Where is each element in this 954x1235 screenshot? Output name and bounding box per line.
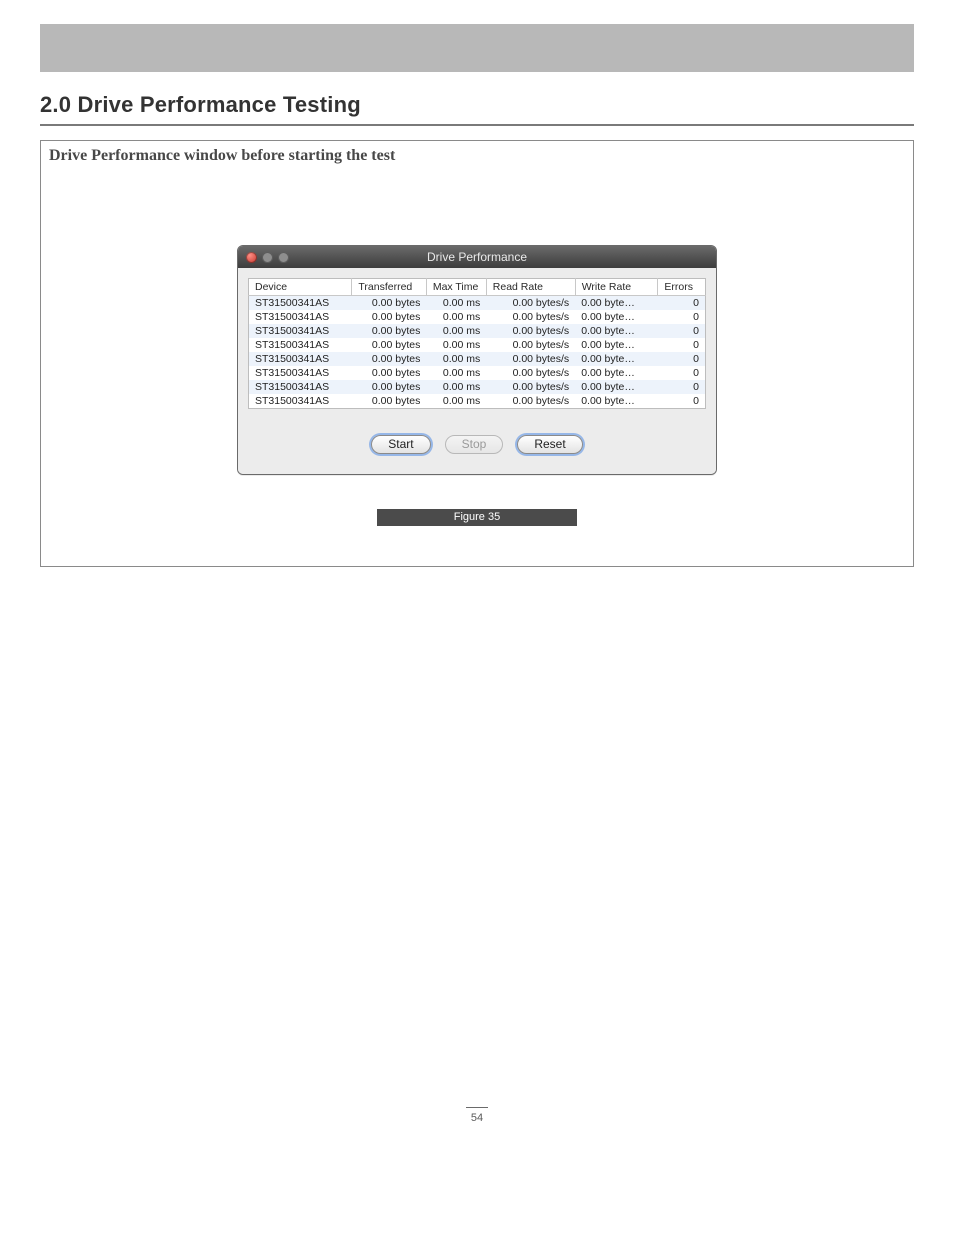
table-cell: 0.00 bytes/s [486,380,575,394]
table-cell: 0.00 bytes/s [486,352,575,366]
figure-caption: Figure 35 [377,509,577,526]
table-row[interactable]: ST31500341AS0.00 bytes0.00 ms0.00 bytes/… [249,324,706,338]
table-cell: 0.00 ms [426,380,486,394]
stop-button: Stop [445,435,504,454]
section-title: 2.0 Drive Performance Testing [40,92,914,118]
table-cell: 0.00 byte… [575,352,658,366]
table-cell: 0.00 ms [426,352,486,366]
table-cell: 0.00 bytes [352,338,426,352]
table-row[interactable]: ST31500341AS0.00 bytes0.00 ms0.00 bytes/… [249,366,706,380]
col-write-rate[interactable]: Write Rate [575,279,658,296]
table-cell: 0.00 bytes [352,380,426,394]
table-row[interactable]: ST31500341AS0.00 bytes0.00 ms0.00 bytes/… [249,380,706,394]
table-cell: ST31500341AS [249,352,352,366]
table-cell: 0.00 bytes/s [486,310,575,324]
table-cell: 0.00 byte… [575,338,658,352]
table-cell: 0 [658,310,706,324]
col-max-time[interactable]: Max Time [426,279,486,296]
table-cell: 0.00 ms [426,394,486,409]
table-cell: 0 [658,296,706,311]
table-cell: 0.00 bytes/s [486,324,575,338]
col-errors[interactable]: Errors [658,279,706,296]
table-cell: 0.00 ms [426,338,486,352]
reset-button[interactable]: Reset [517,435,582,454]
table-cell: 0.00 ms [426,324,486,338]
table-cell: 0 [658,380,706,394]
figure-container: Drive Performance window before starting… [40,140,914,567]
table-cell: 0.00 byte… [575,366,658,380]
table-cell: 0.00 bytes [352,324,426,338]
table-row[interactable]: ST31500341AS0.00 bytes0.00 ms0.00 bytes/… [249,310,706,324]
table-row[interactable]: ST31500341AS0.00 bytes0.00 ms0.00 bytes/… [249,394,706,409]
window-titlebar[interactable]: Drive Performance [238,246,716,268]
drive-performance-window: Drive Performance Device Transferred Ma [237,245,717,475]
table-cell: ST31500341AS [249,338,352,352]
table-cell: ST31500341AS [249,366,352,380]
table-cell: 0.00 bytes/s [486,366,575,380]
table-cell: 0 [658,324,706,338]
table-cell: 0 [658,394,706,409]
table-cell: 0.00 ms [426,296,486,311]
close-icon[interactable] [246,252,257,263]
start-button[interactable]: Start [371,435,430,454]
page-footer: 54 [40,1107,914,1124]
zoom-icon[interactable] [278,252,289,263]
table-header-row: Device Transferred Max Time Read Rate Wr… [249,279,706,296]
table-cell: 0.00 byte… [575,380,658,394]
col-read-rate[interactable]: Read Rate [486,279,575,296]
table-cell: 0.00 bytes [352,366,426,380]
table-row[interactable]: ST31500341AS0.00 bytes0.00 ms0.00 bytes/… [249,296,706,311]
table-cell: 0.00 bytes [352,296,426,311]
table-cell: 0.00 bytes/s [486,296,575,311]
table-cell: 0.00 byte… [575,324,658,338]
table-cell: 0.00 byte… [575,310,658,324]
table-cell: ST31500341AS [249,380,352,394]
table-cell: 0 [658,338,706,352]
table-cell: 0.00 ms [426,366,486,380]
header-band [40,24,914,72]
table-row[interactable]: ST31500341AS0.00 bytes0.00 ms0.00 bytes/… [249,352,706,366]
table-cell: 0.00 byte… [575,296,658,311]
table-cell: 0.00 bytes [352,352,426,366]
table-cell: 0.00 byte… [575,394,658,409]
table-row[interactable]: ST31500341AS0.00 bytes0.00 ms0.00 bytes/… [249,338,706,352]
table-cell: 0.00 bytes/s [486,394,575,409]
table-cell: ST31500341AS [249,324,352,338]
table-cell: 0.00 bytes/s [486,338,575,352]
minimize-icon[interactable] [262,252,273,263]
table-cell: 0.00 bytes [352,310,426,324]
table-cell: ST31500341AS [249,296,352,311]
table-cell: 0.00 ms [426,310,486,324]
table-cell: ST31500341AS [249,394,352,409]
col-transferred[interactable]: Transferred [352,279,426,296]
drive-table: Device Transferred Max Time Read Rate Wr… [248,278,706,409]
col-device[interactable]: Device [249,279,352,296]
table-cell: ST31500341AS [249,310,352,324]
window-title: Drive Performance [238,250,716,264]
page-number: 54 [471,1112,483,1124]
figure-subtitle: Drive Performance window before starting… [49,147,907,165]
table-cell: 0.00 bytes [352,394,426,409]
section-divider [40,124,914,126]
table-cell: 0 [658,366,706,380]
table-cell: 0 [658,352,706,366]
